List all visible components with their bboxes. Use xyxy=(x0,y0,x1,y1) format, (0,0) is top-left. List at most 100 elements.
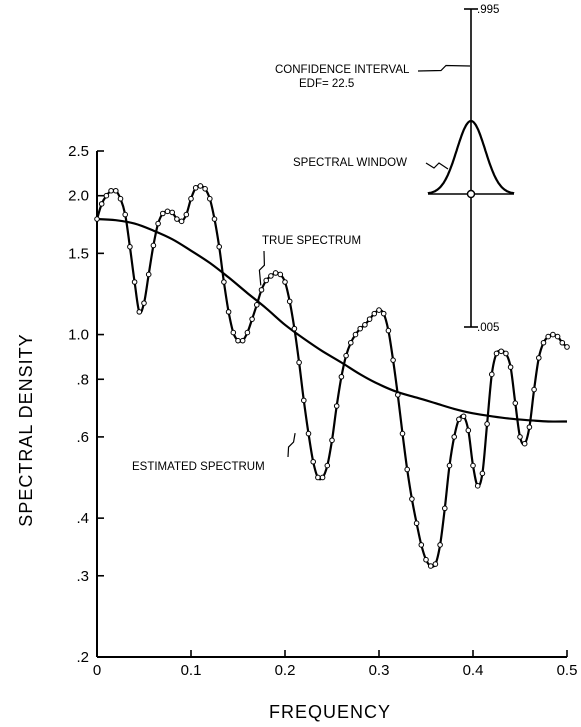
estimated-spectrum-point xyxy=(164,208,171,215)
estimated-spectrum-point xyxy=(155,220,161,227)
estimated-spectrum-point xyxy=(385,327,392,334)
estimated-spectrum-point xyxy=(517,434,523,440)
estimated-spectrum-point xyxy=(423,556,429,563)
estimated-spectrum-point xyxy=(239,337,246,344)
y-tick-label: .3 xyxy=(76,568,89,585)
estimated-spectrum-point xyxy=(498,348,505,355)
estimated-spectrum-point xyxy=(315,474,321,481)
estimated-spectrum-point xyxy=(465,427,472,434)
y-tick-label: 2.0 xyxy=(68,188,89,205)
estimated-spectrum-point xyxy=(404,466,411,473)
estimated-spectrum-point xyxy=(399,430,406,437)
estimated-spectrum-point xyxy=(531,386,537,393)
estimated-spectrum-point xyxy=(253,302,260,308)
y-tick-label: .8 xyxy=(76,371,89,388)
estimated-spectrum-point xyxy=(460,413,467,420)
estimated-spectrum-point xyxy=(442,505,448,512)
estimated-spectrum-point xyxy=(380,310,387,317)
estimated-spectrum-point xyxy=(493,350,500,357)
estimated-spectrum-point xyxy=(418,542,425,548)
estimated-spectrum-point xyxy=(268,273,274,279)
y-axis-title: SPECTRAL DENSITY xyxy=(16,333,36,526)
estimated-spectrum-point xyxy=(263,277,270,284)
estimated-spectrum-point xyxy=(183,211,190,218)
estimated-spectrum-point xyxy=(113,187,119,194)
estimated-spectrum-label: ESTIMATED SPECTRUM xyxy=(132,461,265,473)
estimated-spectrum-point xyxy=(545,333,552,340)
estimated-spectrum-point xyxy=(366,316,373,322)
estimated-spectrum-point xyxy=(333,403,340,409)
estimated-spectrum-point xyxy=(536,355,542,361)
estimated-spectrum-point xyxy=(338,373,345,380)
estimated-spectrum-point xyxy=(282,279,288,285)
estimated-spectrum-point xyxy=(296,359,302,366)
estimated-spectrum-point xyxy=(324,462,331,469)
estimated-spectrum-point xyxy=(192,185,199,191)
estimated-spectrum-point xyxy=(376,307,382,313)
estimated-spectrum-point xyxy=(145,271,152,278)
estimated-spectrum-point xyxy=(277,271,284,278)
axes xyxy=(96,150,568,658)
estimated-spectrum-point xyxy=(357,325,364,332)
estimated-spectrum-point xyxy=(230,329,237,336)
estimated-spectrum-point xyxy=(216,243,222,250)
spectral-window-label: SPECTRAL WINDOW xyxy=(293,157,407,169)
estimated-spectrum-point xyxy=(470,462,476,469)
tick-labels: 0 0.1 0.2 0.3 0.4 0.5 .2 .3 .4 .6 .8 1.0 1.5 2.0 2.5 xyxy=(68,143,577,679)
confidence-interval-leader xyxy=(417,64,471,72)
confidence-interval-label: CONFIDENCE INTERVAL xyxy=(275,64,410,76)
estimated-spectrum-point xyxy=(301,397,307,404)
estimated-spectrum-point xyxy=(249,316,255,322)
estimated-spectrum-point xyxy=(131,279,138,285)
estimated-spectrum-point xyxy=(244,329,251,336)
estimated-spectrum-point xyxy=(108,187,114,194)
spectral-window-leader xyxy=(425,162,449,170)
estimated-spectrum-point xyxy=(197,183,204,189)
estimated-spectrum-point xyxy=(409,496,415,502)
x-tick-label: 0.5 xyxy=(557,662,578,679)
estimated-spectrum-point xyxy=(150,242,157,249)
y-tick-label: .2 xyxy=(76,649,89,666)
estimated-spectrum-point xyxy=(362,321,368,328)
spectral-window-curve xyxy=(427,119,515,195)
y-tick-label: .4 xyxy=(76,510,89,527)
x-tick-label: 0.3 xyxy=(369,662,390,679)
estimated-spectrum-point xyxy=(98,201,105,207)
estimated-spectrum-point xyxy=(160,210,166,217)
estimated-spectrum-point xyxy=(446,462,453,469)
estimated-spectrum-point xyxy=(188,195,194,202)
edf-label: EDF= 22.5 xyxy=(299,78,354,90)
estimated-spectrum-point xyxy=(174,216,180,222)
estimated-spectrum-point xyxy=(451,434,458,440)
estimated-spectrum-point xyxy=(474,483,481,489)
estimated-spectrum-point xyxy=(221,279,227,285)
estimated-spectrum-point xyxy=(512,400,519,406)
estimated-spectrum-point xyxy=(343,352,349,359)
estimated-spectrum-point xyxy=(202,186,208,192)
y-tick-label: 1.0 xyxy=(68,327,89,344)
estimated-spectrum-point xyxy=(437,542,443,548)
estimated-spectrum-point xyxy=(141,300,147,306)
estimated-spectrum-point xyxy=(225,309,232,315)
estimated-spectrum-leader xyxy=(287,433,296,458)
estimated-spectrum-point xyxy=(235,337,241,344)
spectral-window-center xyxy=(466,189,476,199)
x-tick-label: 0.1 xyxy=(181,662,202,679)
estimated-spectrum-point xyxy=(272,270,279,276)
true-spectrum-line xyxy=(96,218,568,423)
estimated-spectrum-point xyxy=(564,344,570,350)
estimated-spectrum-point xyxy=(540,339,547,346)
estimated-spectrum-point xyxy=(484,421,490,427)
estimated-spectrum-point xyxy=(395,392,401,398)
estimated-spectrum-point xyxy=(521,440,528,447)
estimated-spectrum-point xyxy=(178,218,185,225)
estimated-spectrum-point xyxy=(479,470,486,477)
y-tick-label: 1.5 xyxy=(68,245,89,262)
estimated-spectrum-point xyxy=(310,458,317,465)
confidence-upper-label: .995 xyxy=(477,4,499,16)
estimated-spectrum-point xyxy=(127,243,133,250)
estimated-spectrum-point xyxy=(550,331,556,338)
true-spectrum-label: TRUE SPECTRUM xyxy=(262,235,361,247)
x-tick-label: 0 xyxy=(93,662,101,679)
